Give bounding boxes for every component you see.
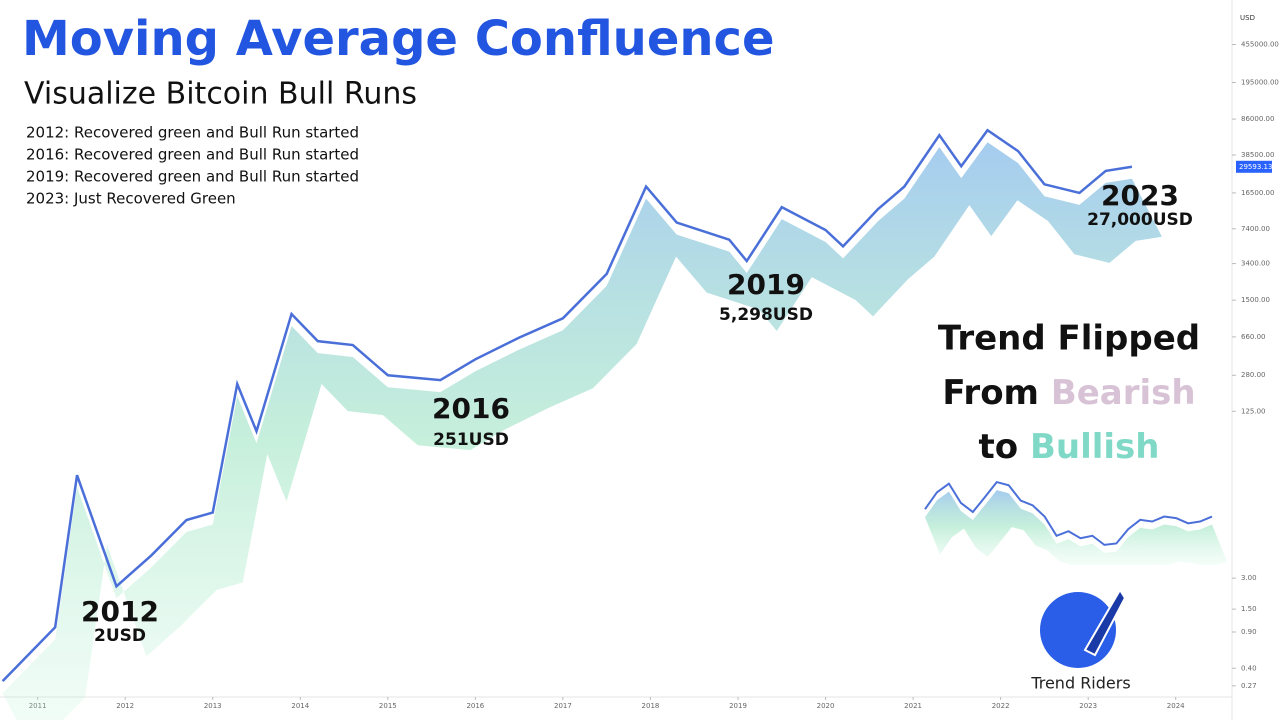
x-tick-label: 2016 <box>466 702 484 710</box>
note: 2016: Recovered green and Bull Run start… <box>26 146 359 164</box>
annotation-year: 2023 <box>1101 179 1179 212</box>
annotation-year: 2012 <box>81 595 159 628</box>
note: 2012: Recovered green and Bull Run start… <box>26 124 359 142</box>
y-tick-label: 38500.00 <box>1241 151 1274 159</box>
inset-ribbon <box>925 490 1227 565</box>
x-tick-label: 2017 <box>554 702 572 710</box>
last-price-label: 29593.13 <box>1239 163 1272 171</box>
note: 2023: Just Recovered Green <box>26 190 236 208</box>
callout-from: From <box>942 373 1039 413</box>
annotation-price: 5,298USD <box>719 305 813 325</box>
y-tick-label: 455000.00 <box>1241 41 1279 49</box>
x-tick-label: 2020 <box>817 702 835 710</box>
ma-ribbon <box>2 142 1162 724</box>
callout-line3: to Bullish <box>979 427 1160 467</box>
y-tick-label: 195000.00 <box>1241 78 1279 86</box>
y-tick-label: 3.00 <box>1241 574 1257 582</box>
callout-line1: Trend Flipped <box>938 319 1200 359</box>
y-tick-label: 660.00 <box>1241 333 1266 341</box>
y-tick-label: 0.27 <box>1241 682 1257 690</box>
annotation-year: 2016 <box>432 392 510 425</box>
callout-bullish: Bullish <box>1030 427 1160 467</box>
x-tick-label: 2019 <box>729 702 747 710</box>
y-tick-label: 0.40 <box>1241 664 1257 672</box>
x-tick-label: 2012 <box>116 702 134 710</box>
x-tick-label: 2023 <box>1079 702 1097 710</box>
y-tick-label: 0.90 <box>1241 628 1257 636</box>
price-line <box>1 128 1133 682</box>
y-tick-label: 280.00 <box>1241 371 1266 379</box>
x-tick-label: 2022 <box>992 702 1010 710</box>
annotation-year: 2019 <box>727 268 805 301</box>
y-tick-label: 7400.00 <box>1241 225 1270 233</box>
annotation-price: 251USD <box>433 430 509 450</box>
annotation-price: 27,000USD <box>1087 210 1193 230</box>
last-price-box <box>1236 160 1272 173</box>
y-tick-label: 1.50 <box>1241 605 1257 613</box>
y-tick-label: 16500.00 <box>1241 189 1274 197</box>
callout-to: to <box>979 427 1019 467</box>
inset-line <box>924 480 1213 546</box>
x-tick-label: 2015 <box>379 702 397 710</box>
callout-line2: From Bearish <box>942 373 1195 413</box>
chart-title: Moving Average Confluence <box>22 11 775 67</box>
y-tick-label: 125.00 <box>1241 407 1266 415</box>
logo: Trend Riders <box>1030 588 1131 693</box>
x-tick-label: 2018 <box>642 702 660 710</box>
x-tick-label: 2024 <box>1167 702 1185 710</box>
x-tick-label: 2014 <box>291 702 309 710</box>
x-tick-label: 2021 <box>904 702 922 710</box>
currency: USD <box>1240 14 1255 22</box>
annotation-price: 2USD <box>94 626 146 646</box>
logo-rocket <box>1083 588 1127 657</box>
callout-bearish: Bearish <box>1051 373 1196 413</box>
y-tick-label: 1500.00 <box>1241 296 1270 304</box>
chart-subtitle: Visualize Bitcoin Bull Runs <box>24 77 417 112</box>
y-tick-label: 86000.00 <box>1241 115 1274 123</box>
y-tick-label: 3400.00 <box>1241 260 1270 268</box>
brand: Trend Riders <box>1030 674 1130 693</box>
note: 2019: Recovered green and Bull Run start… <box>26 168 359 186</box>
x-tick-label: 2013 <box>204 702 222 710</box>
